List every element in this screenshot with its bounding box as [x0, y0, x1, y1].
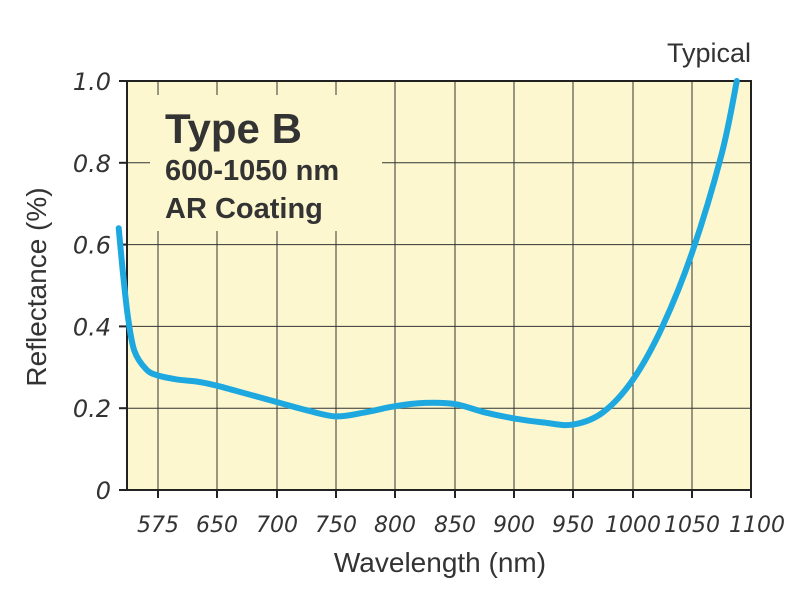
x-tick-label: 1050 [664, 513, 720, 538]
x-tick-label: 1000 [605, 513, 661, 538]
y-axis-title: Reflectance (%) [21, 187, 52, 386]
x-tick-label: 1100 [729, 513, 785, 538]
x-tick-label: 950 [552, 513, 594, 538]
title-box [150, 95, 382, 231]
x-tick-label: 850 [434, 513, 476, 538]
y-tick-label: 0 [96, 477, 111, 505]
x-tick-label: 575 [137, 513, 179, 538]
x-tick-label: 800 [374, 513, 416, 538]
y-tick-label: 0.6 [73, 232, 111, 260]
reflectance-curve [115, 78, 740, 429]
x-tick-label: 650 [196, 513, 238, 538]
x-tick-label: 750 [315, 513, 357, 538]
x-axis-title: Wavelength (nm) [334, 547, 546, 578]
series-group [115, 78, 740, 429]
x-tick-label: 900 [493, 513, 535, 538]
chart-subtitle-coating: AR Coating [165, 193, 323, 225]
y-tick-label: 0.2 [73, 395, 111, 423]
y-tick-label: 0.8 [73, 150, 111, 178]
y-axis-ticks: 0 0.2 0.4 0.6 0.8 1.0 [73, 68, 127, 505]
y-tick-label: 1.0 [73, 68, 111, 96]
chart-subtitle-range: 600-1050 nm [165, 155, 339, 187]
x-axis-ticks: 575 650 700 750 800 850 900 950 1000 1050 1100 [137, 490, 785, 538]
chart-title: Type B [165, 105, 302, 152]
y-tick-label: 0.4 [73, 313, 111, 341]
x-tick-label: 700 [256, 513, 298, 538]
typical-note: Typical [667, 38, 751, 68]
